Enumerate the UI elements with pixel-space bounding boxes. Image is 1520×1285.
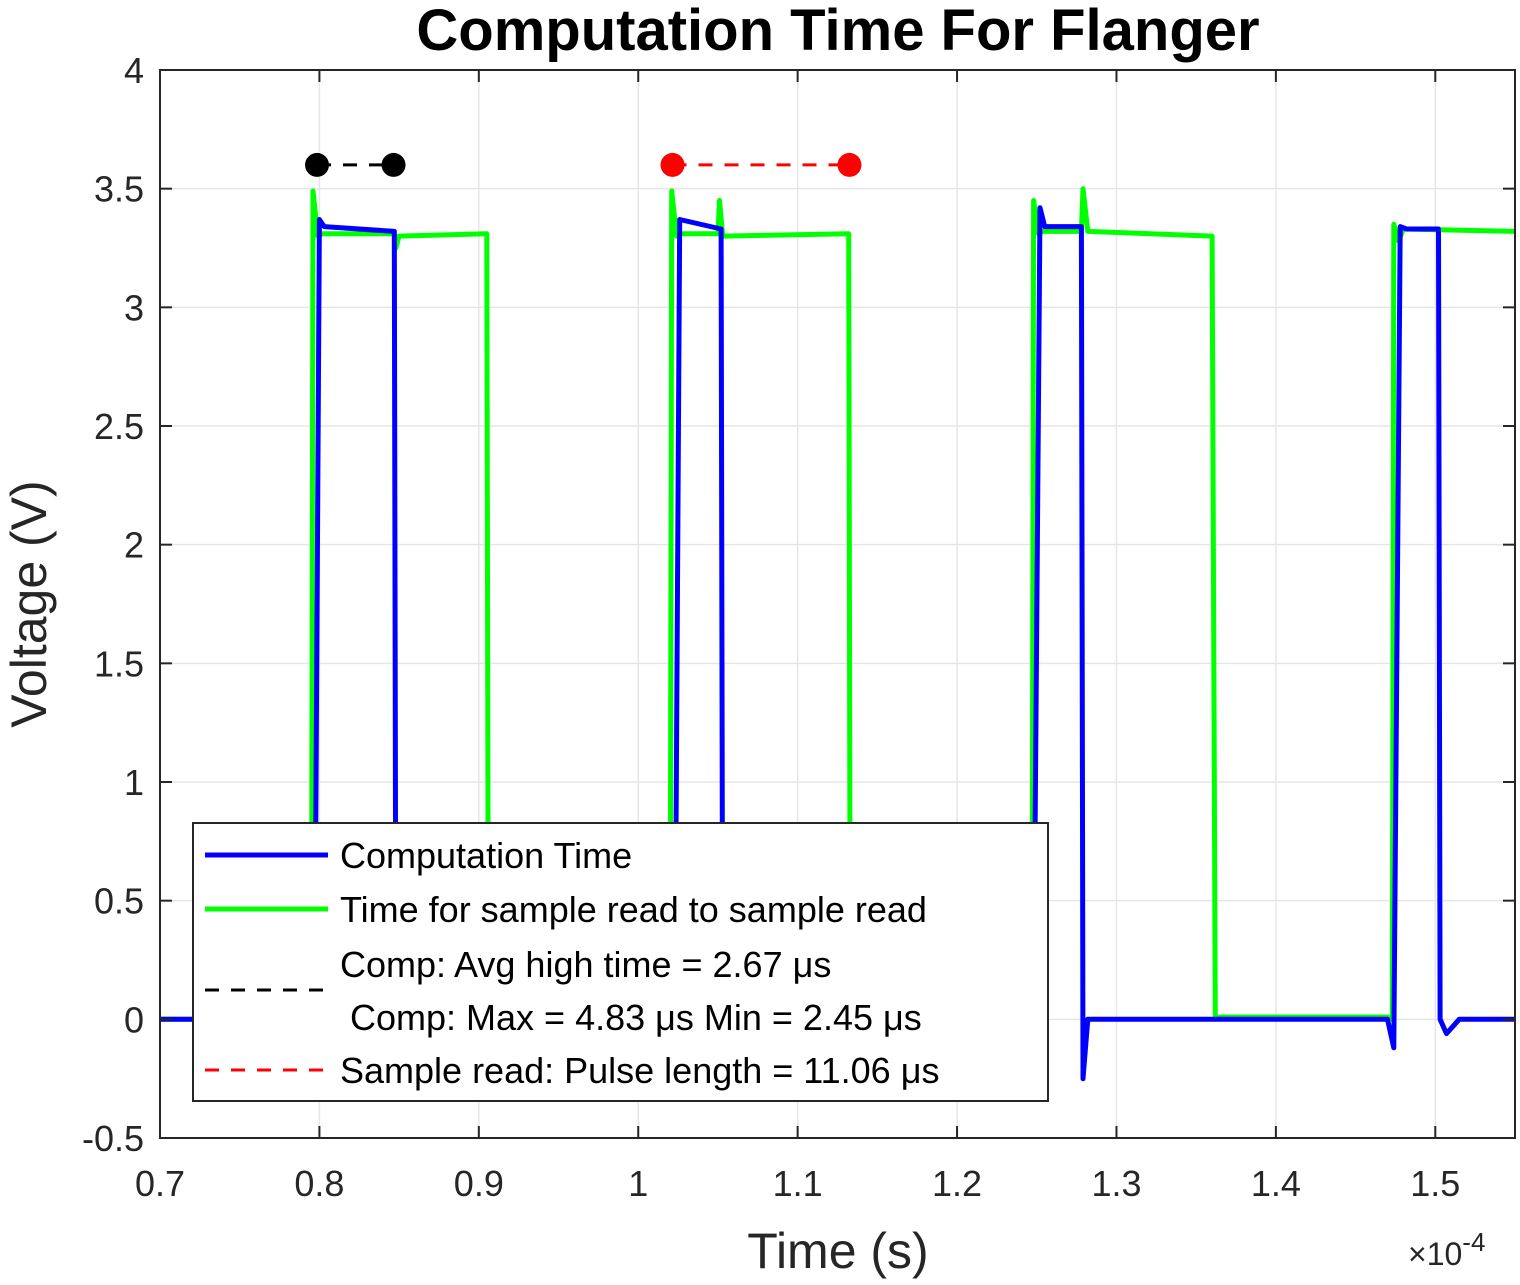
y-axis-label: Voltage (V) [1,480,57,727]
x-tick-label: 1.1 [773,1163,823,1204]
x-tick-label: 0.7 [135,1163,185,1204]
y-tick-label: 3.5 [94,169,144,210]
marker-layer [305,152,862,177]
x-tick-label: 1 [628,1163,648,1204]
pulse-length-marker-end [837,152,862,177]
x-tick-label: 0.9 [454,1163,504,1204]
y-tick-label: 2 [124,525,144,566]
x-axis-label: Time (s) [747,1223,928,1279]
legend-label-sample-read: Time for sample read to sample read [340,889,927,930]
y-tick-label: 1 [124,762,144,803]
tick-labels: 0.7 0.8 0.9 1 1.1 1.2 1.3 1.4 1.5 -0.5 0 0.5 1 1.5 2 2.… [82,50,1460,1204]
ticks [159,69,1515,1139]
legend-label-comp-avg: Comp: Avg high time = 2.67 μs [340,944,831,985]
y-tick-label: 4 [124,50,144,91]
x-exponent-base: ×10 [1408,1236,1462,1272]
x-tick-label: 1.4 [1251,1163,1301,1204]
series-layer [160,186,1516,1082]
y-tick-label: 0.5 [94,881,144,922]
comp-avg-marker-start [305,152,330,177]
chart-title: Computation Time For Flanger [416,0,1259,63]
legend-label-comp-maxmin: Comp: Max = 4.83 μs Min = 2.45 μs [340,997,922,1038]
x-tick-label: 1.5 [1410,1163,1460,1204]
x-tick-label: 0.8 [294,1163,344,1204]
y-tick-label: 1.5 [94,643,144,684]
legend-label-computation-time: Computation Time [340,835,632,876]
series-line-computation-time [160,205,1515,1082]
x-tick-label: 1.3 [1091,1163,1141,1204]
y-tick-label: 0 [124,999,144,1040]
x-exponent: ×10-4 [1408,1227,1485,1272]
y-tick-label: 2.5 [94,406,144,447]
pulse-length-marker-start [660,152,685,177]
y-tick-label: -0.5 [82,1118,144,1159]
comp-avg-marker-end [381,152,406,177]
x-exponent-power: -4 [1462,1227,1485,1257]
legend: Computation Time Time for sample read to… [192,822,1049,1102]
x-tick-label: 1.2 [932,1163,982,1204]
plot-frame [159,69,1516,1139]
legend-box [192,822,1049,1102]
y-tick-label: 3 [124,287,144,328]
legend-label-pulse-length: Sample read: Pulse length = 11.06 μs [340,1050,939,1091]
